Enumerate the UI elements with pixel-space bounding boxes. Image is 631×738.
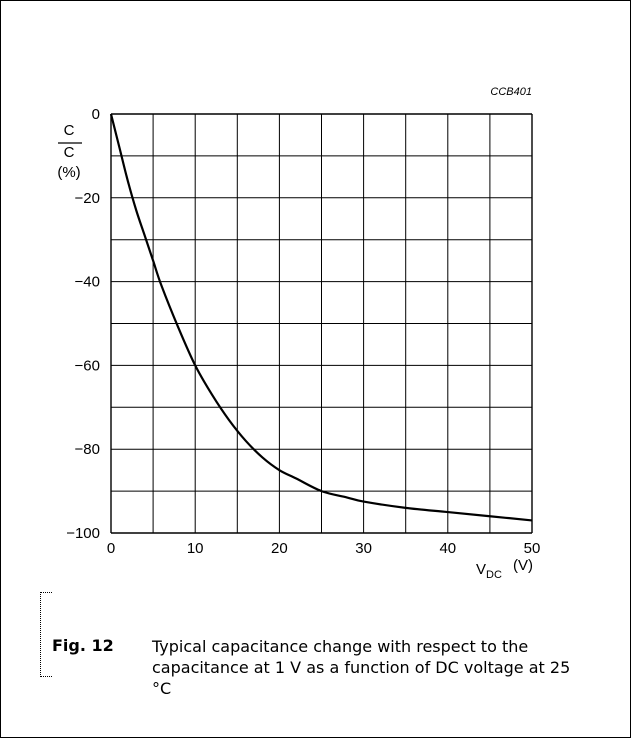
- x-tick-label: 30: [355, 540, 372, 557]
- chart-code-label: CCB401: [490, 86, 532, 98]
- chart-series: [109, 113, 533, 522]
- chart-grid: [110, 113, 533, 534]
- y-tick-label: −100: [66, 525, 100, 542]
- y-axis-label-unit: (%): [57, 164, 80, 181]
- x-tick-label: 50: [524, 540, 541, 557]
- y-tick-label: −80: [75, 441, 100, 458]
- y-tick-label: −40: [75, 274, 100, 291]
- x-axis-label: VDC (V): [476, 557, 533, 581]
- x-tick-label: 40: [439, 540, 456, 557]
- y-tick-label: 0: [92, 106, 100, 123]
- caption-bracket: [40, 592, 52, 677]
- series-line: [109, 113, 533, 522]
- y-axis-label: C C (%): [57, 122, 82, 181]
- x-tick-label: 10: [187, 540, 204, 557]
- y-tick-label: −20: [75, 190, 100, 207]
- caption-text: Typical capacitance change with respect …: [152, 637, 571, 698]
- x-axis-label-unit: (V): [513, 557, 533, 574]
- x-axis-label-main: VDC: [476, 561, 502, 581]
- y-axis-label-top: C: [64, 122, 75, 139]
- chart: 0 10 20 30 40 50 0 −20 −40 −60 −80 −100 CCB401 C C …: [57, 86, 540, 581]
- x-tick-label: 0: [107, 540, 115, 557]
- caption-label: Fig. 12: [52, 636, 114, 655]
- y-axis-label-bottom: C: [64, 144, 75, 161]
- y-tick-label: −60: [75, 357, 100, 374]
- x-tick-label: 20: [271, 540, 288, 557]
- chart-tick-labels: 0 10 20 30 40 50 0 −20 −40 −60 −80 −100: [66, 106, 540, 557]
